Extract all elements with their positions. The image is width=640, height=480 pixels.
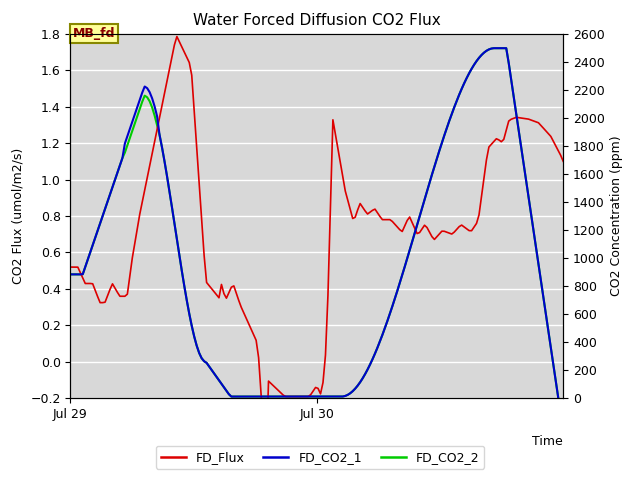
FD_CO2_1 [86,250,94,255]
Line: FD_Flux: FD_Flux [70,36,563,468]
FD_CO2_2 [198,355,205,361]
Y-axis label: CO2 Flux (umol/m2/s): CO2 Flux (umol/m2/s) [12,148,25,284]
FD_CO2_2 [96,220,104,226]
Legend: FD_Flux, FD_CO2_1, FD_CO2_2: FD_Flux, FD_CO2_1, FD_CO2_2 [156,446,484,469]
FD_CO2_2 [158,144,166,150]
FD_CO2_2 [537,278,545,284]
Line: FD_CO2_1: FD_CO2_1 [70,48,563,431]
FD_CO2_2 [67,272,74,277]
FD_CO2_2 [520,160,527,166]
Line: FD_CO2_2: FD_CO2_2 [70,48,563,431]
FD_Flux [262,465,270,470]
FD_CO2_1 [198,355,205,361]
Text: Time: Time [532,435,563,448]
FD_Flux [559,158,567,164]
FD_CO2_1 [520,160,527,166]
FD_Flux [67,264,74,270]
FD_CO2_2 [86,250,94,255]
FD_CO2_1 [559,428,567,434]
FD_CO2_2 [493,45,500,51]
Text: MB_fd: MB_fd [73,27,115,40]
Y-axis label: CO2 Concentration (ppm): CO2 Concentration (ppm) [611,136,623,296]
FD_Flux [86,281,94,287]
FD_Flux [96,300,104,305]
FD_Flux [522,116,530,121]
FD_Flux [158,103,166,108]
FD_CO2_2 [559,428,567,434]
FD_CO2_1 [493,45,500,51]
FD_CO2_1 [67,272,74,277]
FD_Flux [173,34,180,39]
FD_CO2_1 [158,144,166,150]
Title: Water Forced Diffusion CO2 Flux: Water Forced Diffusion CO2 Flux [193,13,441,28]
FD_CO2_1 [537,278,545,284]
FD_Flux [200,252,208,258]
FD_CO2_1 [96,220,104,226]
FD_Flux [540,125,547,131]
